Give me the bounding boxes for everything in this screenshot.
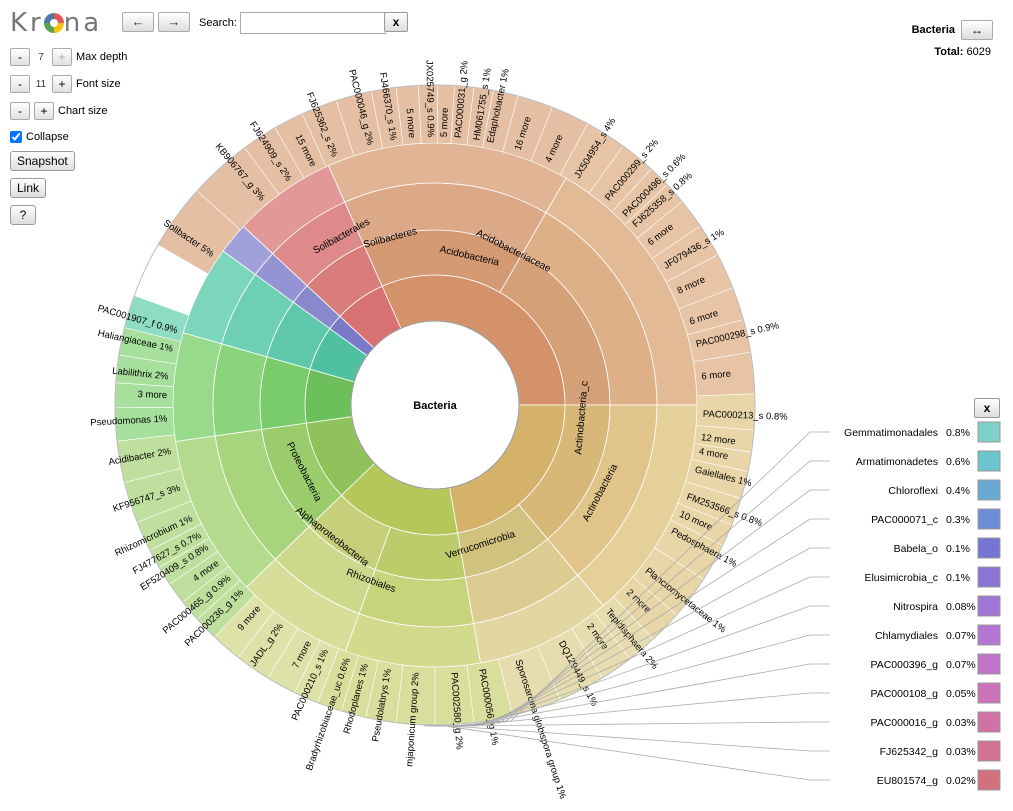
- outer-label: PAC000213_s 0.8%: [703, 409, 789, 423]
- chart-size-decrease-button[interactable]: -: [10, 102, 30, 120]
- outer-label: Pseudomonas 1%: [90, 414, 168, 429]
- outer-label: 3 more: [137, 389, 167, 401]
- outer-label: JX025749_s 0.9%: [423, 60, 435, 138]
- outer-label: 12 more: [700, 432, 736, 447]
- legend-entry-value: 0.07%: [946, 659, 976, 671]
- collapse-checkbox[interactable]: [10, 131, 22, 143]
- font-size-value: 11: [35, 78, 47, 90]
- ring-2-segment[interactable]: [212, 343, 268, 437]
- legend-swatch[interactable]: [977, 711, 1001, 733]
- legend-entry-value: 0.6%: [946, 456, 970, 468]
- legend-entry-value: 0.02%: [946, 775, 976, 787]
- max-depth-label: Max depth: [76, 51, 128, 63]
- legend-entry-name: EU801574_g: [877, 775, 938, 787]
- legend-swatch[interactable]: [977, 537, 1001, 559]
- logo-text-end: na: [63, 8, 103, 38]
- font-size-increase-button[interactable]: +: [52, 75, 72, 93]
- total-label: Total:: [934, 46, 964, 58]
- legend-entry-value: 0.08%: [946, 601, 976, 613]
- back-button[interactable]: ←: [122, 12, 154, 32]
- legend-swatch[interactable]: [977, 769, 1001, 791]
- legend-entry-value: 0.1%: [946, 572, 970, 584]
- legend-swatch[interactable]: [977, 624, 1001, 646]
- legend-swatch[interactable]: [977, 682, 1001, 704]
- outer-label: 4 more: [698, 446, 729, 462]
- chart-size-increase-button[interactable]: +: [34, 102, 54, 120]
- legend-swatch[interactable]: [977, 508, 1001, 530]
- search-label: Search:: [199, 17, 237, 29]
- root-name: Bacteria: [911, 24, 955, 36]
- legend-entry-name: Gemmatimonadales: [844, 427, 938, 439]
- chart-center-label: Bacteria: [413, 400, 457, 412]
- legend-leader-line: [485, 460, 830, 723]
- legend-entry-name: Armatimonadetes: [856, 456, 938, 468]
- max-depth-increase-button[interactable]: +: [52, 48, 72, 66]
- legend-leader-line: [423, 725, 830, 781]
- max-depth-value: 7: [38, 51, 44, 63]
- font-size-label: Font size: [76, 78, 121, 90]
- legend-entry-value: 0.8%: [946, 427, 970, 439]
- legend-swatch[interactable]: [977, 479, 1001, 501]
- font-size-control: - 11 + Font size: [10, 74, 121, 94]
- legend-entry-value: 0.03%: [946, 746, 976, 758]
- total-value: 6029: [966, 46, 991, 58]
- outer-label: 5 more: [404, 108, 418, 138]
- legend-entry-name: Chloroflexi: [888, 485, 938, 497]
- collapse-control: Collapse: [10, 127, 69, 147]
- ring-1-segment[interactable]: [259, 356, 311, 430]
- legend-swatch[interactable]: [977, 595, 1001, 617]
- krona-logo-icon: [43, 13, 64, 33]
- legend-entry-name: PAC000071_c: [871, 514, 938, 526]
- legend-swatch[interactable]: [977, 421, 1001, 443]
- legend-entry-value: 0.03%: [946, 717, 976, 729]
- chart-size-label: Chart size: [58, 105, 108, 117]
- legend-entry-value: 0.05%: [946, 688, 976, 700]
- chart-size-control: - + Chart size: [10, 101, 108, 121]
- search-clear-button[interactable]: x: [384, 12, 408, 32]
- snapshot-button[interactable]: Snapshot: [10, 151, 75, 171]
- chart-center[interactable]: [350, 320, 520, 490]
- logo-text-start: Kr: [10, 8, 44, 38]
- krona-logo: Kr na: [10, 8, 102, 38]
- collapse-label: Collapse: [26, 131, 69, 143]
- legend-swatch[interactable]: [977, 566, 1001, 588]
- max-depth-control: - 7 + Max depth: [10, 47, 127, 67]
- legend-swatch[interactable]: [977, 450, 1001, 472]
- legend-entry-name: Chlamydiales: [875, 630, 938, 642]
- outer-label: 5 more: [439, 107, 451, 137]
- outer-label: 6 more: [701, 368, 732, 382]
- total-count: Total: 6029: [934, 46, 991, 58]
- outer-label: PAC002580_g 2%: [448, 672, 464, 751]
- legend-entry-name: PAC000396_g: [870, 659, 938, 671]
- legend-entry-value: 0.4%: [946, 485, 970, 497]
- legend-entry-name: Nitrospira: [893, 601, 938, 613]
- legend-entry-name: Babela_o: [894, 543, 939, 555]
- help-button[interactable]: ?: [10, 205, 36, 225]
- legend-entry-value: 0.1%: [946, 543, 970, 555]
- legend-close-button[interactable]: x: [974, 398, 1000, 418]
- legend-swatch[interactable]: [977, 653, 1001, 675]
- legend-leader-line: [490, 431, 830, 722]
- legend-entry-value: 0.07%: [946, 630, 976, 642]
- root-swap-button[interactable]: ↔: [961, 20, 993, 40]
- chart-outer-border: [114, 84, 756, 726]
- legend-entry-name: PAC000016_g: [870, 717, 938, 729]
- max-depth-decrease-button[interactable]: -: [10, 48, 30, 66]
- link-button[interactable]: Link: [10, 178, 47, 198]
- legend-entry-name: FJ625342_g: [880, 746, 939, 758]
- root-title: Bacteria ↔: [912, 20, 993, 40]
- legend-entry-name: Elusimicrobia_c: [864, 572, 938, 584]
- legend-entry-name: PAC000108_g: [870, 688, 938, 700]
- legend-swatch[interactable]: [977, 740, 1001, 762]
- legend-entry-value: 0.3%: [946, 514, 970, 526]
- forward-button[interactable]: →: [158, 12, 190, 32]
- font-size-decrease-button[interactable]: -: [10, 75, 30, 93]
